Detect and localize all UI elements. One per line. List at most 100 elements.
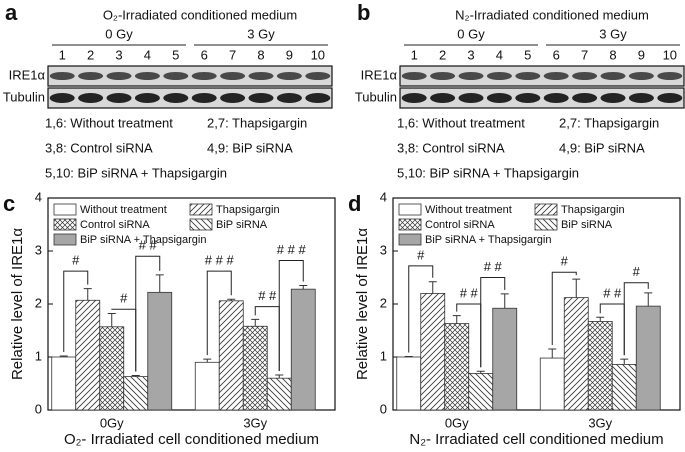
band xyxy=(276,72,302,80)
y-tick-label: 2 xyxy=(35,295,42,310)
band xyxy=(78,72,104,80)
error-bar xyxy=(500,293,509,309)
lane-label: 7 xyxy=(581,47,588,62)
bar xyxy=(99,326,125,411)
band xyxy=(458,72,484,80)
band xyxy=(657,93,683,103)
error-bar xyxy=(596,316,605,322)
band xyxy=(305,93,331,103)
y-tick-label: 4 xyxy=(35,189,42,204)
legend-swatch xyxy=(398,203,422,216)
error-bar xyxy=(299,284,308,290)
significance-bracket xyxy=(623,282,649,356)
band xyxy=(220,72,246,80)
legend-label: Without treatment xyxy=(425,204,512,216)
lane-label: 10 xyxy=(311,47,325,62)
band xyxy=(657,72,683,80)
y-tick-label: 1 xyxy=(380,348,387,363)
band xyxy=(401,72,427,80)
bar xyxy=(635,305,661,411)
y-tick-label: 0 xyxy=(35,401,42,416)
blot-legend: 1,6: Without treatment xyxy=(397,115,525,130)
bar xyxy=(266,377,292,411)
significance-bracket xyxy=(551,271,577,346)
band xyxy=(430,72,456,80)
band xyxy=(600,72,626,80)
legend-label: Thapsigargin xyxy=(216,204,280,216)
blot-legend: 4,9: BiP siRNA xyxy=(207,140,293,155)
legend-label: Without treatment xyxy=(80,204,167,216)
panel-label: d xyxy=(348,191,361,216)
band xyxy=(458,93,484,103)
lane-label: 5 xyxy=(524,47,531,62)
lane-label: 7 xyxy=(229,47,236,62)
significance-bracket xyxy=(408,265,434,353)
error-bar xyxy=(227,298,236,301)
lane-label: 10 xyxy=(663,47,677,62)
error-bar xyxy=(428,281,437,294)
band xyxy=(486,72,512,80)
row-label: IRE1α xyxy=(9,67,46,82)
bar xyxy=(194,361,220,411)
bar xyxy=(420,292,446,411)
lane-label: 5 xyxy=(172,47,179,62)
row-label: Tubulin xyxy=(3,89,45,104)
lane-label: 2 xyxy=(87,47,94,62)
error-bar xyxy=(476,370,485,374)
significance-bracket xyxy=(63,270,89,352)
x-tick-label: 3Gy xyxy=(243,415,267,430)
band xyxy=(572,72,598,80)
band xyxy=(220,93,246,103)
significance-label: # # xyxy=(484,259,503,274)
y-axis-label: Relative level of IRE1α xyxy=(354,228,371,380)
blot-legend: 3,8: Control siRNA xyxy=(397,140,505,155)
y-tick-label: 3 xyxy=(35,242,42,257)
band xyxy=(628,72,654,80)
lane-label: 3 xyxy=(467,47,474,62)
band xyxy=(572,93,598,103)
band xyxy=(276,93,302,103)
blot-strip xyxy=(399,65,685,87)
y-tick-label: 3 xyxy=(380,242,387,257)
significance-label: # xyxy=(120,291,128,306)
blot-title: N₂-Irradiated conditioned medium xyxy=(455,7,649,22)
panel-label: a xyxy=(5,0,18,25)
bar xyxy=(290,288,316,411)
lane-label: 8 xyxy=(609,47,616,62)
error-bar xyxy=(572,278,581,298)
row-label: IRE1α xyxy=(361,67,398,82)
y-tick-label: 1 xyxy=(35,348,42,363)
error-bar xyxy=(203,358,212,363)
lane-label: 6 xyxy=(553,47,560,62)
error-bar xyxy=(251,318,260,327)
row-label: Tubulin xyxy=(355,89,397,104)
band xyxy=(49,72,75,80)
band xyxy=(305,72,331,80)
band xyxy=(163,93,189,103)
lane-label: 3 xyxy=(115,47,122,62)
band xyxy=(106,93,132,103)
blot-legend: 3,8: Control siRNA xyxy=(45,140,153,155)
error-bar xyxy=(548,348,557,359)
panel-label: b xyxy=(357,0,370,25)
significance-bracket xyxy=(135,255,161,372)
significance-label: # xyxy=(633,264,641,279)
band xyxy=(600,93,626,103)
band xyxy=(163,72,189,80)
bar xyxy=(563,297,589,411)
x-tick-label: 0Gy xyxy=(445,415,469,430)
bar xyxy=(242,325,268,411)
band xyxy=(401,93,427,103)
band xyxy=(430,93,456,103)
band xyxy=(134,93,160,103)
bar xyxy=(468,373,494,411)
legend-label: BiP siRNA xyxy=(216,219,268,231)
band xyxy=(49,93,75,103)
legend-label: BiP siRNA + Thapsigargin xyxy=(425,234,551,246)
x-tick-label: 0Gy xyxy=(100,415,124,430)
error-bar xyxy=(644,292,653,307)
y-tick-label: 2 xyxy=(380,295,387,310)
significance-label: # # xyxy=(603,285,622,300)
y-tick-label: 0 xyxy=(380,401,387,416)
